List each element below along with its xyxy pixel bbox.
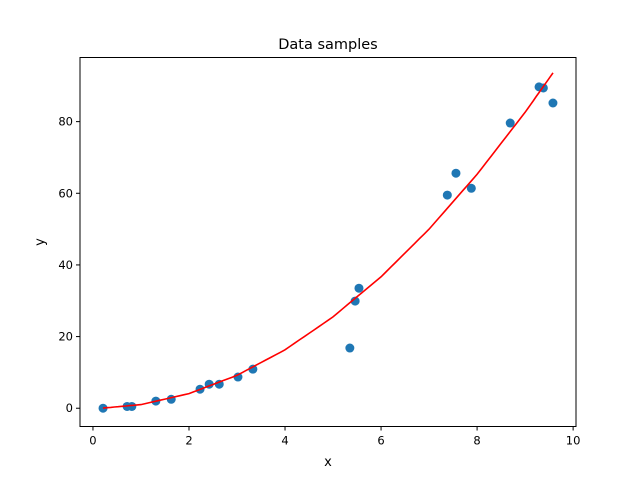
scatter-point — [166, 394, 176, 404]
x-tick-label: 4 — [281, 434, 288, 448]
scatter-point — [345, 343, 355, 353]
x-tick-label: 6 — [377, 434, 384, 448]
scatter-point — [233, 372, 243, 382]
y-axis: 0 20 40 60 80 — [58, 115, 80, 415]
y-tick-label: 0 — [66, 401, 73, 415]
scatter-point — [451, 168, 461, 178]
y-tick-label: 60 — [58, 186, 73, 200]
x-tick-label: 10 — [566, 434, 581, 448]
scatter-point — [442, 190, 452, 200]
y-tick-label: 80 — [58, 115, 73, 129]
scatter-point — [505, 118, 515, 128]
fit-curve — [102, 72, 554, 409]
x-axis: 0 2 4 6 8 10 — [89, 426, 581, 448]
x-tick-label: 2 — [185, 434, 192, 448]
scatter-point — [127, 401, 137, 411]
plot-area — [98, 72, 558, 413]
scatter-point — [248, 364, 258, 374]
y-axis-label: y — [33, 238, 48, 246]
x-tick-label: 0 — [89, 434, 96, 448]
scatter-point — [466, 183, 476, 193]
scatter-point — [548, 98, 558, 108]
y-tick-label: 40 — [58, 258, 73, 272]
scatter-point — [354, 283, 364, 293]
x-tick-label: 8 — [473, 434, 480, 448]
scatter-point — [350, 296, 360, 306]
y-tick-label: 20 — [58, 330, 73, 344]
x-axis-label: x — [324, 455, 332, 470]
axes-frame — [79, 57, 577, 427]
chart-title: Data samples — [278, 37, 378, 53]
